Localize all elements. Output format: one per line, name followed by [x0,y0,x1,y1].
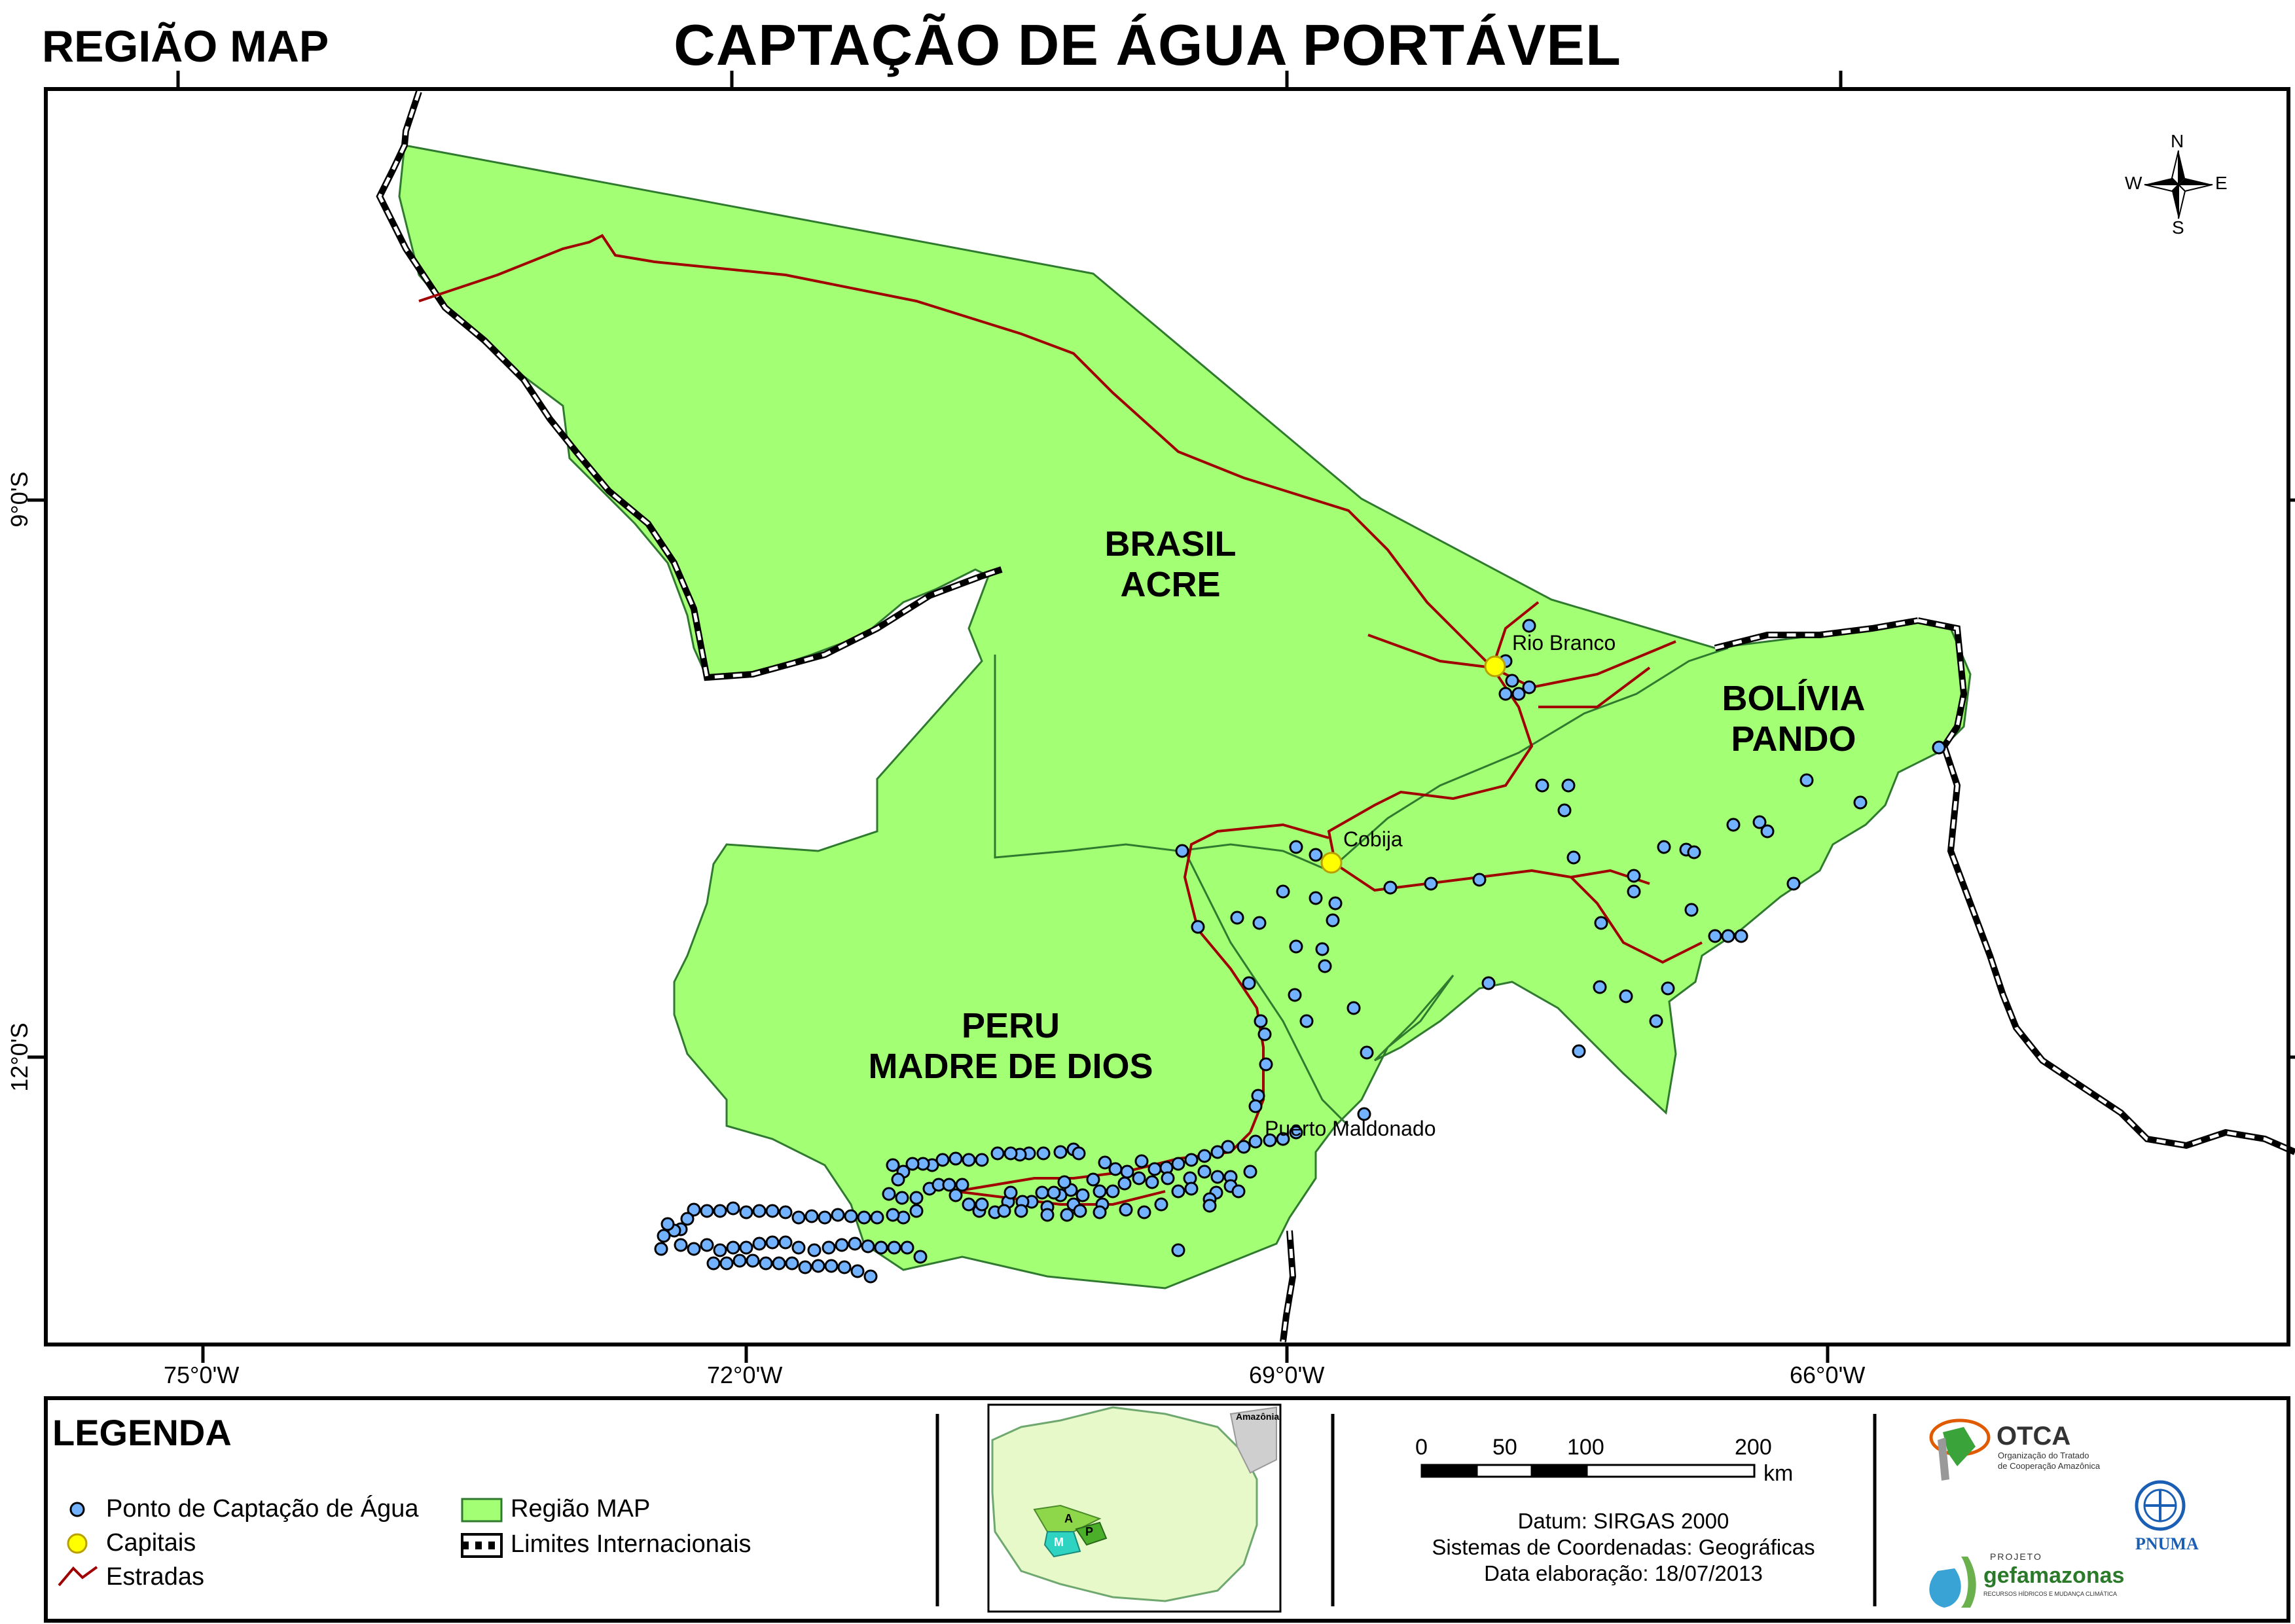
legend-boundary-icon [461,1533,503,1558]
legend-title: LEGENDA [52,1412,232,1453]
inset-letter-p: P [1085,1525,1094,1538]
scale-tick-100: 100 [1567,1435,1604,1460]
lat-label-9: 9°0'S [6,471,33,528]
compass-e: E [2215,173,2228,193]
region-label-peru-line2: MADRE DE DIOS [868,1047,1153,1086]
otca-logo-text: OTCA [1997,1422,2071,1451]
region-label-brasil-line2: ACRE [1120,565,1221,604]
region-label-brasil-line1: BRASIL [1104,524,1237,564]
legend-water-point-icon [69,1502,85,1517]
region-label-peru-line1: PERU [961,1006,1060,1045]
map-title: CAPTAÇÃO DE ÁGUA PORTÁVEL [674,12,1621,77]
gef-logo-icon [1929,1557,1976,1608]
pnuma-logo-text: PNUMA [2135,1534,2199,1553]
legend-capital-icon [67,1533,88,1554]
legend-item-water-point: Ponto de Captação de Água [106,1495,419,1523]
legend-symbols [58,1498,503,1587]
scale-tick-200: 200 [1735,1435,1772,1460]
region-label-brasil: BRASIL ACRE [1039,524,1301,605]
lon-label-69: 69°0'W [1249,1362,1325,1388]
region-label-bolivia-line2: PANDO [1731,719,1856,759]
scale-tick-0: 0 [1415,1435,1428,1460]
inset-letter-m: M [1054,1536,1064,1549]
grid-ticks [27,71,2295,1363]
corner-title: REGIÃO MAP [42,22,329,71]
lat-label-12: 12°0'S [6,1022,33,1092]
legend-item-capitals: Capitais [106,1529,196,1557]
region-label-bolivia-line1: BOLÍVIA [1722,679,1866,718]
info-datum: Datum: SIRGAS 2000 [1517,1509,1729,1533]
gef-logo-text: gefamazonas [1983,1563,2125,1588]
compass-s: S [2172,217,2184,238]
otca-logo-sub1: Organização do Tratado [1998,1451,2089,1460]
capital-points [1320,655,1506,874]
international-boundaries [376,90,2295,1343]
region-label-bolivia: BOLÍVIA PANDO [1663,678,1925,759]
pnuma-logo-icon [2135,1480,2186,1531]
city-label-rio-branco: Rio Branco [1512,631,1616,655]
compass-icon [2144,150,2213,219]
map-info: Datum: SIRGAS 2000 Sistemas de Coordenad… [1375,1508,1872,1587]
city-label-puerto-maldonado: Puerto Maldonado [1265,1117,1436,1140]
capital-cobija [1320,852,1343,874]
city-label-cobija: Cobija [1343,827,1403,851]
inset-map [987,1403,1282,1613]
map-frame [44,87,2290,1346]
lon-label-72: 72°0'W [707,1362,783,1388]
lon-label-66: 66°0'W [1790,1362,1866,1388]
otca-logo-sub2: de Cooperação Amazônica [1998,1461,2101,1471]
legend-region-icon [461,1498,503,1523]
gef-logo-projeto: PROJETO [1990,1551,2042,1562]
lon-label-75: 75°0'W [164,1362,240,1388]
scale-unit: km [1763,1461,1794,1486]
capital-rio-branco [1484,655,1506,677]
region-label-peru: PERU MADRE DE DIOS [814,1005,1207,1087]
scale-bar [1420,1464,1756,1478]
info-date: Data elaboração: 18/07/2013 [1484,1561,1763,1585]
water-points [654,619,1946,1284]
gef-logo-sub: RECURSOS HÍDRICOS E MUDANÇA CLIMÁTICA [1983,1591,2118,1597]
legend-item-roads: Estradas [106,1563,204,1591]
info-coords: Sistemas de Coordenadas: Geográficas [1432,1535,1815,1559]
inset-label-amazonia: Amazônia [1236,1411,1280,1422]
inset-letter-a: A [1064,1512,1073,1525]
otca-logo-icon [1929,1418,1991,1481]
legend-item-region: Região MAP [511,1495,651,1523]
scale-tick-50: 50 [1492,1435,1517,1460]
compass-n: N [2171,131,2184,151]
legend-item-boundaries: Limites Internacionais [511,1530,751,1558]
compass-w: W [2125,173,2142,193]
legend-road-icon [58,1566,98,1587]
